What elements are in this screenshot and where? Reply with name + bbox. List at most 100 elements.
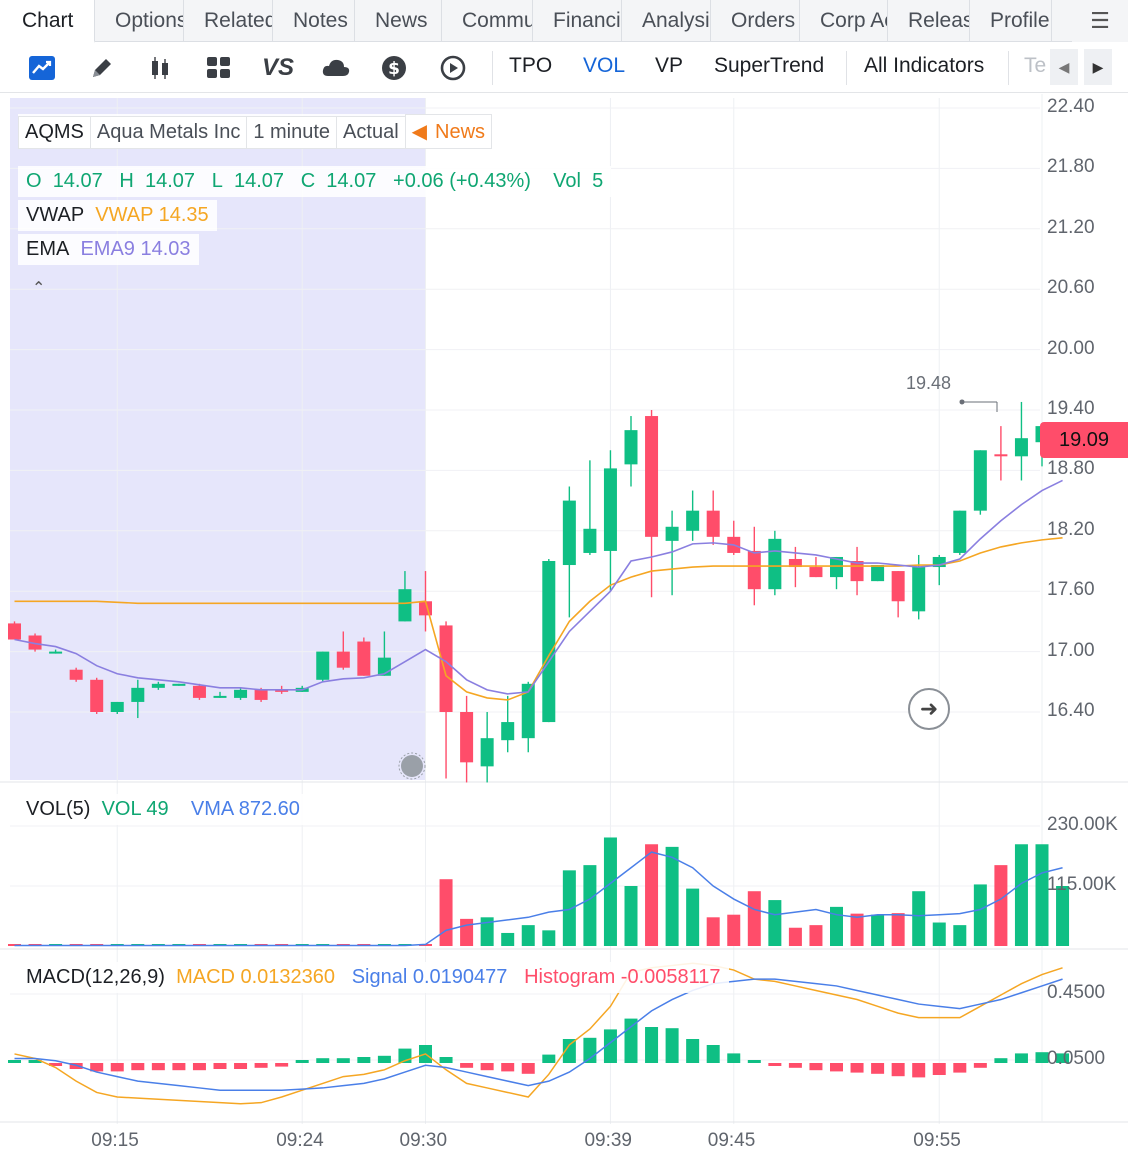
candle-body (275, 689, 289, 692)
macd-histogram-bar (645, 1027, 659, 1063)
symbol-ticker[interactable]: AQMS (18, 116, 91, 149)
templates-button[interactable]: Te (1024, 54, 1047, 77)
vol-button[interactable]: VOL (583, 54, 626, 77)
symbol-legend: AQMS Aqua Metals Inc 1 minute Actual ◀ News (18, 114, 493, 149)
close-label: C (300, 170, 316, 192)
news-label: News (435, 121, 486, 143)
news-toggle[interactable]: ◀ News (404, 114, 493, 149)
vwap-legend[interactable]: VWAP VWAP 14.35 (18, 200, 217, 231)
tabs-menu-icon[interactable]: ☰ (1072, 0, 1128, 42)
line-chart-icon[interactable] (24, 50, 60, 86)
tab-orders[interactable]: Orders (711, 0, 800, 42)
price-tick-label: 21.20 (1047, 216, 1095, 238)
vp-button[interactable]: VP (655, 54, 684, 77)
macd-legend[interactable]: MACD(12,26,9) MACD 0.0132360 Signal 0.01… (18, 962, 729, 993)
time-tick-label: 09:24 (276, 1130, 324, 1151)
volume-bar (1056, 886, 1070, 946)
price-tick-label: 16.40 (1047, 700, 1095, 721)
all-indicators-button[interactable]: All Indicators (864, 54, 985, 77)
signal-value: Signal 0.0190477 (351, 966, 508, 988)
candle-body (110, 701, 124, 712)
tab-chart[interactable]: Chart (0, 0, 95, 43)
cloud-icon[interactable] (318, 50, 354, 86)
chart-area[interactable]: AQMS Aqua Metals Inc 1 minute Actual ◀ News O… (0, 94, 1128, 1162)
chart-toolbar: VS $ TPO VOL VP SuperTrend All Indicator… (0, 43, 1128, 93)
histogram-value: Histogram -0.0058117 (524, 966, 721, 988)
candle-body (645, 416, 659, 537)
toolbar-divider (846, 51, 847, 85)
time-tick-label: 09:15 (91, 1130, 139, 1151)
collapse-legend-icon[interactable]: ⌃ (32, 280, 46, 297)
tab-community[interactable]: Community (442, 0, 533, 42)
interval-selector[interactable]: 1 minute (246, 116, 338, 149)
macd-line (14, 962, 1063, 1105)
svg-text:$: $ (388, 59, 400, 79)
toolbar-divider (492, 51, 493, 85)
macd-histogram-bar (1035, 1052, 1049, 1063)
tab-related[interactable]: Related (184, 0, 273, 42)
macd-histogram-bar (234, 1063, 248, 1069)
tab-bar: ChartOptionsRelatedNotesNewsCommunityFin… (0, 0, 1128, 43)
macd-histogram-bar (131, 1063, 145, 1071)
open-value: 14.07 (52, 170, 103, 192)
replay-handle (401, 755, 423, 777)
pencil-icon[interactable] (84, 50, 120, 86)
candles-icon[interactable] (142, 50, 178, 86)
price-tick-label: 20.60 (1047, 277, 1095, 299)
candle-body (871, 565, 885, 582)
volume-bar (501, 932, 515, 946)
volume-bar (768, 900, 782, 946)
candle-body (398, 589, 412, 622)
volume-bar (994, 865, 1008, 946)
ema-label: EMA (26, 238, 70, 260)
tab-corp-actions[interactable]: Corp Actions (800, 0, 888, 42)
time-tick-label: 09:45 (707, 1130, 756, 1151)
tab-options[interactable]: Options (95, 0, 184, 42)
volume-bar (912, 891, 926, 946)
tab-profile[interactable]: Profile (970, 0, 1052, 42)
replay-icon[interactable] (435, 50, 471, 86)
macd-histogram-bar (809, 1063, 823, 1071)
scroll-right-icon[interactable]: ▶ (1084, 49, 1112, 85)
scroll-to-latest-icon[interactable]: ➜ (908, 688, 950, 730)
volume-bar (562, 870, 576, 946)
candle-body (562, 500, 576, 566)
volume-bar (665, 846, 679, 946)
macd-histogram-bar (768, 1063, 782, 1066)
volume-bar (624, 886, 638, 946)
toolbar-divider (1008, 51, 1009, 85)
high-marker-label: 19.48 (906, 373, 952, 393)
tab-notes[interactable]: Notes (273, 0, 355, 42)
candle-body (28, 635, 42, 650)
macd-histogram-bar (8, 1060, 21, 1063)
candle-body (172, 683, 186, 686)
candle-body (665, 526, 679, 541)
macd-histogram-bar (336, 1058, 350, 1063)
tpo-button[interactable]: TPO (509, 54, 553, 77)
macd-histogram-bar (213, 1063, 227, 1069)
macd-histogram-bar (953, 1063, 967, 1073)
widgets-icon[interactable] (201, 50, 237, 86)
tab-releases[interactable]: Releases (888, 0, 970, 42)
volume-legend[interactable]: VOL(5) VOL 49 VMA 872.60 (18, 794, 308, 825)
vs-icon[interactable]: VS (261, 54, 294, 81)
dollar-icon[interactable]: $ (376, 50, 412, 86)
price-mode-selector[interactable]: Actual (336, 116, 406, 149)
tab-financials[interactable]: Financials (533, 0, 622, 42)
volume-bar (891, 913, 905, 946)
low-value: 14.07 (233, 170, 285, 192)
tab-analysis[interactable]: Analysis (622, 0, 711, 42)
macd-histogram-bar (460, 1063, 474, 1068)
volume-bar (583, 865, 597, 946)
ema-legend[interactable]: EMA EMA9 14.03 (18, 234, 199, 265)
macd-histogram-bar (110, 1063, 124, 1072)
macd-histogram-bar (151, 1063, 165, 1071)
candle-body (521, 683, 535, 739)
scroll-left-icon[interactable]: ◀ (1050, 49, 1078, 85)
open-label: O (26, 170, 42, 192)
tab-news[interactable]: News (355, 0, 442, 42)
ema-value: EMA9 14.03 (80, 238, 191, 260)
supertrend-button[interactable]: SuperTrend (714, 54, 825, 77)
candle-body (1014, 438, 1028, 457)
candle-body (357, 641, 371, 676)
